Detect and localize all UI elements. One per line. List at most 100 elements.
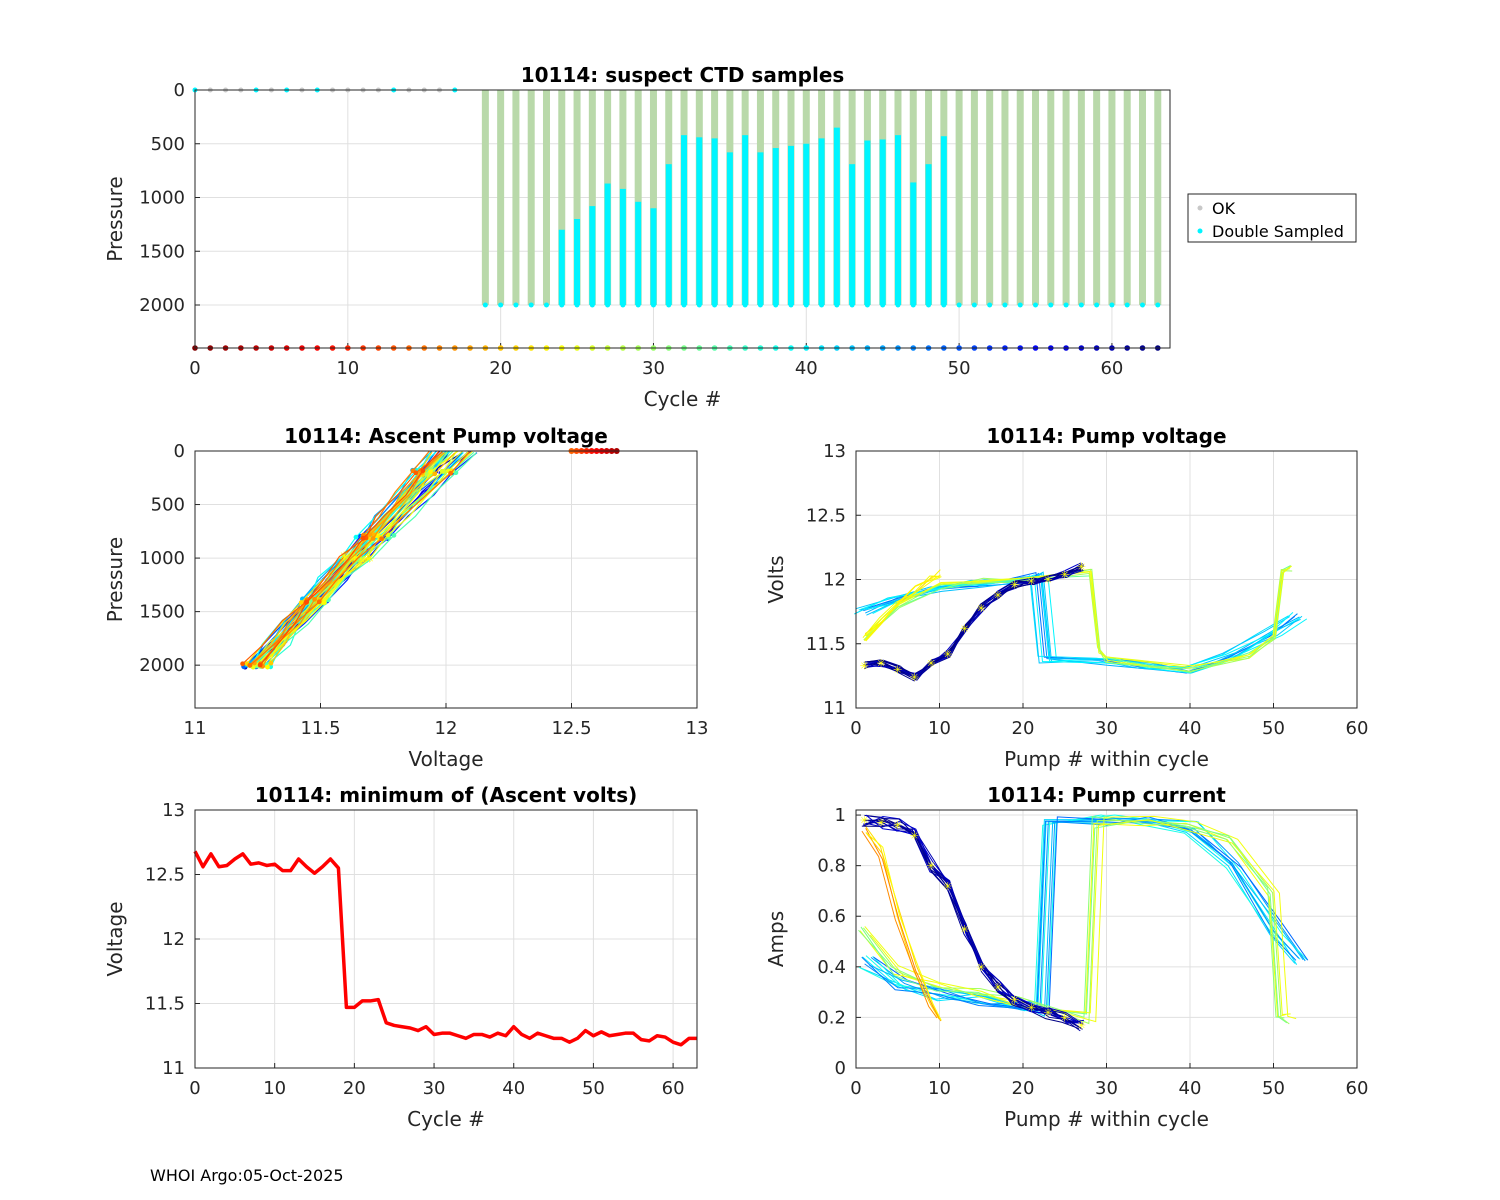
- ascent-star-marker: ✳: [339, 551, 349, 565]
- ok-profile-bar: [1001, 90, 1009, 305]
- pump-current-star-marker: ✳: [860, 814, 869, 827]
- y-tick-label: 13: [823, 441, 846, 462]
- double-sampled-bar: [589, 206, 596, 305]
- ok-profile-bar: [1138, 90, 1146, 305]
- double-sample-point: [1063, 302, 1069, 308]
- ok-profile-bar: [512, 90, 520, 305]
- x-tick-label: 10: [928, 1078, 951, 1099]
- ok-profile-bar: [955, 90, 963, 305]
- ok-profile-bar: [558, 90, 566, 305]
- y-axis-label: Volts: [764, 555, 788, 603]
- y-tick-label: 0: [835, 1058, 846, 1079]
- pump-voltage-chart: 0 10 20 30 40 50 60 11 11.5 12 12.5 13 10114: Pump v…: [764, 424, 1368, 771]
- pump-voltage-star-marker: ✳: [960, 622, 969, 635]
- double-sampled-bar: [635, 201, 642, 305]
- ascent-point: [247, 662, 253, 668]
- pump-current-star-marker: ✳: [993, 981, 1002, 994]
- pump-voltage-line: [865, 574, 941, 637]
- x-tick-label: 0: [850, 718, 861, 739]
- ok-profile-bar: [1016, 90, 1024, 305]
- pump-current-line: [866, 819, 1085, 1025]
- x-tick-label: 11: [184, 718, 207, 739]
- ascent-point: [432, 471, 438, 477]
- x-tick-label: 40: [795, 358, 818, 379]
- y-axis-label: Pressure: [103, 176, 127, 261]
- double-sample-point: [956, 302, 962, 308]
- double-sampled-bar: [604, 183, 611, 305]
- pump-current-line: [865, 817, 1083, 1030]
- ok-profile-bar: [527, 90, 535, 305]
- y-tick-label: 11.5: [806, 634, 846, 655]
- pump-current-line: [873, 816, 1309, 1014]
- pump-voltage-star-marker: ✳: [910, 671, 919, 684]
- y-axis-label: Amps: [764, 911, 788, 967]
- ascent-profile-line: [242, 451, 443, 665]
- double-sampled-bar: [849, 164, 856, 305]
- ascent-point: [439, 468, 445, 474]
- double-sample-point: [1139, 302, 1145, 308]
- ok-profile-bar: [1062, 90, 1070, 305]
- ascent-point: [448, 470, 454, 476]
- pump-voltage-line: [862, 575, 939, 639]
- ascent-profile-line: [265, 452, 477, 666]
- chart-title: 10114: Pump voltage: [986, 424, 1226, 448]
- ok-profile-bar: [1093, 90, 1101, 305]
- x-axis-label: Cycle #: [407, 1107, 485, 1131]
- double-sampled-bar: [803, 143, 810, 305]
- ok-profile-bar: [986, 90, 994, 305]
- pump-current-star-marker: ✳: [876, 817, 885, 830]
- pump-voltage-star-marker: ✳: [893, 663, 902, 676]
- ok-profile-bar: [634, 90, 642, 305]
- x-axis-label: Voltage: [408, 747, 483, 771]
- pump-current-star-marker: ✳: [910, 829, 919, 842]
- double-sampled-bar: [818, 138, 825, 305]
- pump-voltage-star-marker: ✳: [1077, 561, 1086, 574]
- x-tick-label: 40: [502, 1078, 525, 1099]
- y-tick-label: 1000: [139, 548, 185, 569]
- pump-voltage-star-marker: ✳: [1027, 575, 1036, 588]
- pump-voltage-line: [864, 569, 941, 641]
- pump-voltage-line: [863, 562, 1082, 677]
- pump-voltage-line: [865, 569, 1083, 679]
- ok-profile-bar: [970, 90, 978, 305]
- pump-current-star-marker: ✳: [1077, 1019, 1086, 1032]
- x-tick-label: 12: [435, 718, 458, 739]
- x-tick-label: 60: [1346, 1078, 1369, 1099]
- chart-title: 10114: suspect CTD samples: [521, 63, 845, 87]
- ascent-point: [413, 470, 419, 476]
- x-tick-label: 0: [850, 1078, 861, 1099]
- y-tick-label: 0: [174, 80, 185, 101]
- double-sampled-bar: [940, 136, 947, 305]
- x-tick-label: 10: [928, 718, 951, 739]
- double-sampled-bar: [925, 164, 932, 305]
- x-axis-label: Cycle #: [644, 387, 722, 411]
- pump-voltage-star-marker: ✳: [977, 602, 986, 615]
- y-tick-label: 500: [151, 134, 185, 155]
- plot-frame: [194, 89, 1171, 349]
- pump-current-line: [861, 830, 938, 1019]
- ascent-star-marker: ✳: [362, 552, 372, 566]
- double-sampled-bar: [574, 219, 581, 305]
- x-tick-label: 60: [1346, 718, 1369, 739]
- pump-current-line: [865, 828, 942, 1022]
- double-sampled-bar: [711, 138, 718, 305]
- pump-current-line: [860, 819, 1296, 1012]
- double-sampled-bar: [558, 229, 565, 305]
- y-tick-label: 11.5: [145, 994, 185, 1015]
- x-tick-label: 20: [1012, 1078, 1035, 1099]
- pump-current-line: [864, 819, 1082, 1029]
- ascent-profile-line: [262, 452, 442, 667]
- double-sampled-bar: [650, 208, 657, 305]
- legend-label: OK: [1212, 199, 1236, 218]
- pump-current-star-marker: ✳: [1060, 1011, 1069, 1024]
- pump-current-line: [860, 819, 1288, 1024]
- ok-profile-bar: [1154, 90, 1162, 305]
- ascent-point: [391, 532, 397, 538]
- chart-title: 10114: Ascent Pump voltage: [284, 424, 608, 448]
- pump-current-line: [863, 820, 1290, 1025]
- pump-current-star-marker: ✳: [943, 880, 952, 893]
- pump-voltage-star-marker: ✳: [927, 657, 936, 670]
- pump-voltage-line: [863, 568, 1081, 675]
- ascent-profile-line: [259, 450, 440, 666]
- double-sampled-bar: [757, 152, 764, 305]
